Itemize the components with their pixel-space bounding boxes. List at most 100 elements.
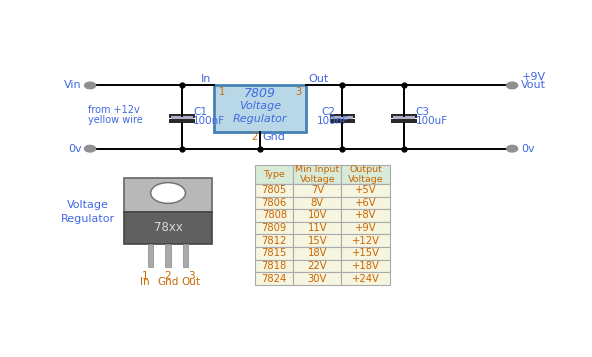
- Text: +5V: +5V: [355, 185, 377, 195]
- Text: 15V: 15V: [308, 236, 327, 246]
- Text: Voltage: Voltage: [239, 101, 281, 111]
- Text: 0v: 0v: [68, 144, 82, 154]
- Text: Min Input
Voltage: Min Input Voltage: [295, 165, 340, 184]
- Text: +9V: +9V: [522, 72, 545, 82]
- Bar: [391, 114, 417, 117]
- Text: 2: 2: [251, 132, 258, 142]
- Text: 7V: 7V: [311, 185, 324, 195]
- Text: 10V: 10V: [308, 211, 327, 221]
- Bar: [293, 260, 342, 272]
- Bar: [255, 165, 293, 184]
- Bar: [171, 116, 193, 121]
- Bar: [293, 184, 342, 196]
- Text: 100uF: 100uF: [416, 116, 448, 126]
- Bar: [255, 235, 293, 247]
- Text: 7815: 7815: [262, 248, 287, 258]
- Text: Regulator: Regulator: [233, 114, 287, 124]
- Text: C1: C1: [193, 107, 207, 117]
- Bar: [148, 243, 153, 267]
- Bar: [342, 235, 390, 247]
- Bar: [391, 119, 417, 122]
- Bar: [342, 196, 390, 209]
- Text: +24V: +24V: [352, 274, 379, 284]
- Bar: [124, 212, 212, 243]
- Bar: [332, 116, 353, 121]
- Circle shape: [150, 182, 185, 203]
- Bar: [293, 235, 342, 247]
- Bar: [293, 222, 342, 235]
- Text: Voltage: Voltage: [67, 200, 109, 210]
- Text: 18V: 18V: [308, 248, 327, 258]
- Bar: [169, 119, 195, 122]
- Text: Regulator: Regulator: [61, 214, 115, 224]
- Text: 7806: 7806: [262, 198, 287, 208]
- Text: Gnd: Gnd: [157, 277, 179, 287]
- Bar: [342, 184, 390, 196]
- Bar: [342, 272, 390, 285]
- Text: 7809: 7809: [244, 87, 276, 100]
- Circle shape: [507, 145, 517, 152]
- Bar: [214, 85, 305, 132]
- Text: 7808: 7808: [262, 211, 287, 221]
- Bar: [255, 272, 293, 285]
- Text: 11V: 11V: [308, 223, 327, 233]
- Text: Gnd: Gnd: [262, 132, 285, 142]
- Text: 7818: 7818: [262, 261, 287, 271]
- Bar: [330, 114, 355, 117]
- Text: Type: Type: [263, 170, 285, 179]
- Text: 100nF: 100nF: [193, 116, 226, 126]
- Bar: [255, 222, 293, 235]
- Text: 1: 1: [218, 87, 224, 97]
- Circle shape: [507, 82, 517, 89]
- Bar: [124, 177, 212, 212]
- Text: 3: 3: [295, 87, 301, 97]
- Bar: [342, 165, 390, 184]
- Text: +18V: +18V: [352, 261, 379, 271]
- Bar: [293, 209, 342, 222]
- Text: 22V: 22V: [308, 261, 327, 271]
- Text: 30V: 30V: [308, 274, 327, 284]
- Text: C2: C2: [322, 107, 336, 117]
- Text: C3: C3: [416, 107, 430, 117]
- Text: 1: 1: [142, 271, 149, 281]
- Text: yellow wire: yellow wire: [88, 115, 143, 125]
- Bar: [330, 119, 355, 122]
- Text: Output
Voltage: Output Voltage: [348, 165, 384, 184]
- Text: Out: Out: [182, 277, 201, 287]
- Bar: [394, 116, 415, 121]
- Bar: [293, 247, 342, 260]
- Text: 2: 2: [165, 271, 171, 281]
- Text: Vin: Vin: [64, 80, 82, 90]
- Bar: [255, 184, 293, 196]
- Text: Out: Out: [308, 74, 328, 84]
- Bar: [342, 260, 390, 272]
- Text: In: In: [201, 74, 212, 84]
- Bar: [293, 272, 342, 285]
- Bar: [169, 114, 195, 117]
- Text: +8V: +8V: [355, 211, 377, 221]
- Text: +12V: +12V: [352, 236, 379, 246]
- Text: +6V: +6V: [355, 198, 377, 208]
- Circle shape: [85, 145, 95, 152]
- Text: Vout: Vout: [522, 80, 546, 90]
- Circle shape: [85, 82, 95, 89]
- Bar: [255, 209, 293, 222]
- Bar: [183, 243, 188, 267]
- Text: 3: 3: [188, 271, 194, 281]
- Text: 8V: 8V: [311, 198, 324, 208]
- Text: In: In: [140, 277, 150, 287]
- Text: 7805: 7805: [262, 185, 287, 195]
- Text: 100nF: 100nF: [317, 116, 349, 126]
- Bar: [255, 196, 293, 209]
- Bar: [342, 209, 390, 222]
- Bar: [293, 165, 342, 184]
- Bar: [255, 247, 293, 260]
- Text: 7824: 7824: [262, 274, 287, 284]
- Bar: [255, 260, 293, 272]
- Bar: [165, 243, 171, 267]
- Bar: [293, 196, 342, 209]
- Text: from +12v: from +12v: [88, 105, 140, 115]
- Text: 7809: 7809: [262, 223, 287, 233]
- Text: 7812: 7812: [262, 236, 287, 246]
- Text: +9V: +9V: [355, 223, 377, 233]
